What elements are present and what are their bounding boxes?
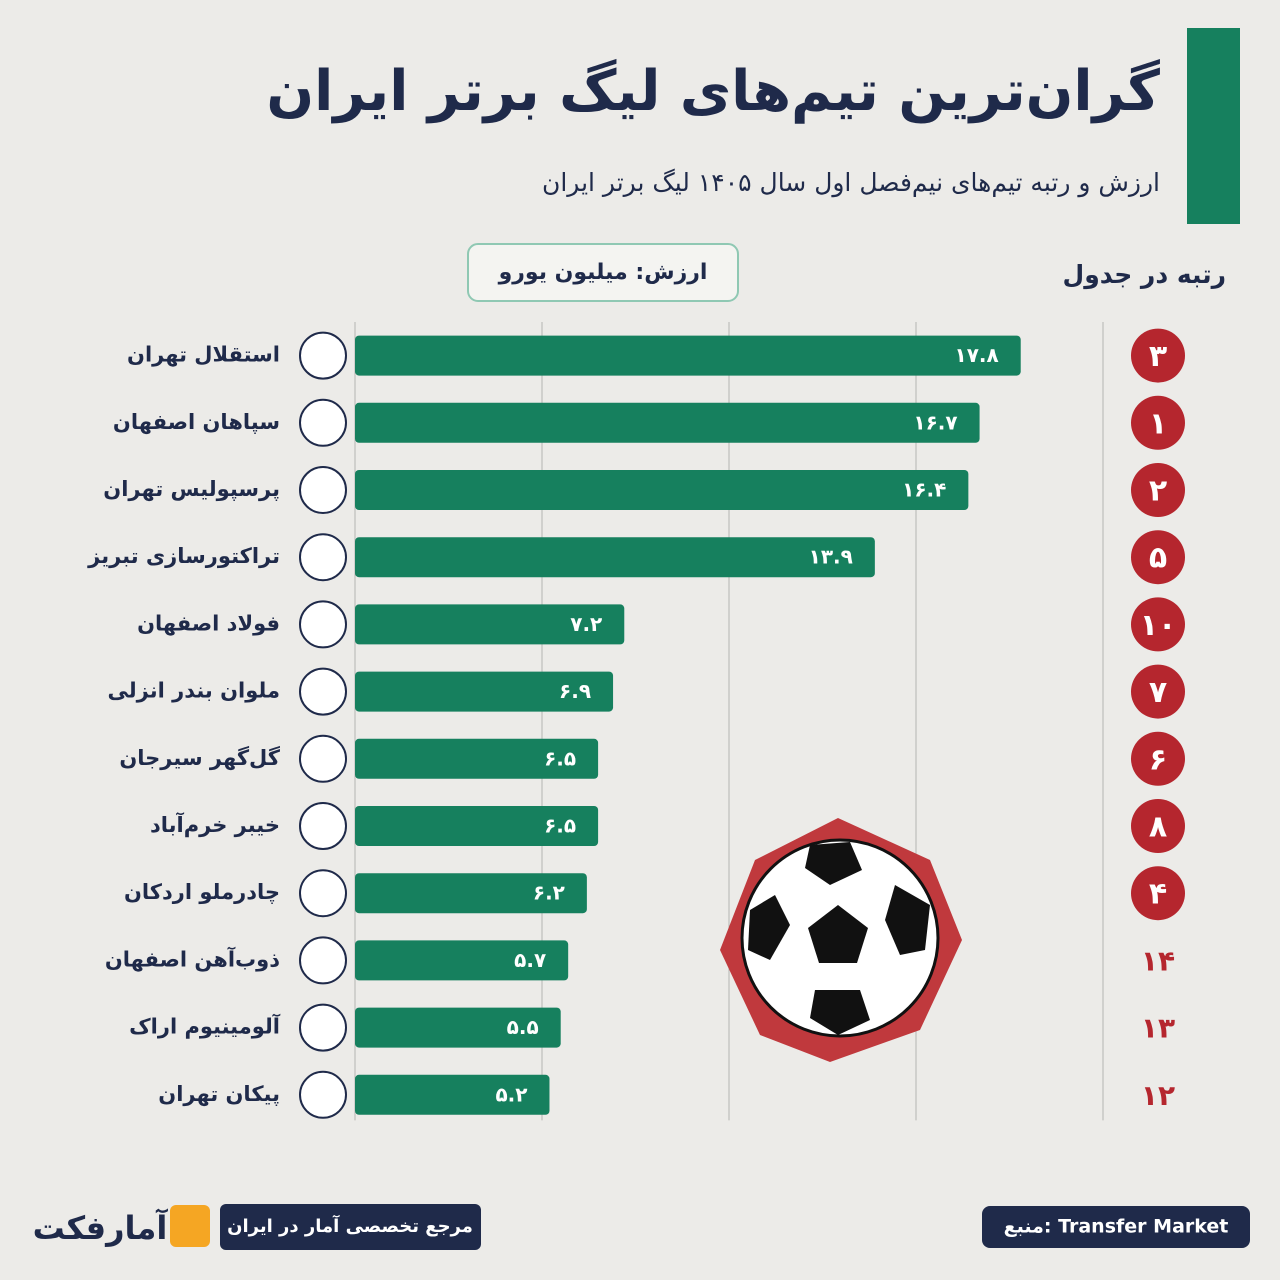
rank-label: ۱۴ xyxy=(1141,944,1175,977)
team-logo xyxy=(299,1070,347,1119)
team-name: پیکان تهران xyxy=(158,1082,280,1106)
bar xyxy=(355,873,587,914)
value-label: ۶.۲ xyxy=(533,881,565,905)
team-name: پرسپولیس تهران xyxy=(103,477,280,501)
ball-patch xyxy=(808,905,868,963)
ball-patch xyxy=(748,895,790,960)
team-logo xyxy=(299,734,347,783)
bar xyxy=(355,470,969,510)
team-name: تراکتورسازی تبریز xyxy=(87,544,280,568)
rank-badge xyxy=(1131,597,1185,652)
rank-header: رتبه در جدول xyxy=(1063,260,1226,290)
team-logo xyxy=(299,331,347,380)
team-name: ذوب‌آهن اصفهان xyxy=(105,946,280,971)
bar xyxy=(355,940,569,981)
rank-label: ۱۳ xyxy=(1141,1012,1175,1045)
bar xyxy=(355,604,625,645)
value-label: ۵.۷ xyxy=(514,948,546,972)
tagline: مرجع تخصصی آمار در ایران xyxy=(227,1214,473,1237)
source: منبع: Transfer Market xyxy=(1004,1216,1229,1238)
bar xyxy=(355,1007,561,1048)
rank-badge xyxy=(1131,530,1185,585)
team-logo xyxy=(299,869,347,918)
rank-label: ۱۰ xyxy=(1140,608,1177,643)
source-box xyxy=(982,1206,1250,1248)
team-name: گل‌گهر سیرجان xyxy=(119,745,280,770)
team-logo xyxy=(299,466,347,514)
rank-badge xyxy=(1131,731,1185,786)
rank-label: ۴ xyxy=(1149,877,1167,912)
rank-label: ۱ xyxy=(1149,406,1167,441)
rank-label: ۳ xyxy=(1149,339,1167,374)
value-label: ۱۳.۹ xyxy=(809,545,853,569)
unit-label: ارزش: میلیون یورو xyxy=(498,260,708,285)
team-logo xyxy=(299,533,347,582)
team-name: خیبر خرم‌آباد xyxy=(150,812,280,837)
rank-badge xyxy=(1131,866,1185,921)
value-label: ۶.۹ xyxy=(559,679,591,703)
value-label: ۶.۵ xyxy=(544,814,576,838)
team-name: چادرملو اردکان xyxy=(124,880,280,904)
rank-badge xyxy=(1131,664,1185,719)
team-logo xyxy=(299,802,347,850)
rank-label: ۷ xyxy=(1149,675,1167,710)
team-name: سپاهان اصفهان xyxy=(113,410,280,434)
team-logo xyxy=(299,1003,347,1052)
ball-patch xyxy=(885,885,930,955)
accent-bar xyxy=(1187,28,1240,224)
bar xyxy=(355,335,1021,376)
tagline-box xyxy=(220,1204,481,1250)
value-label: ۵.۵ xyxy=(507,1015,539,1039)
rank-badge xyxy=(1131,395,1185,450)
value-label: ۱۷.۸ xyxy=(955,343,999,367)
rank-badge xyxy=(1131,328,1185,383)
rank-badge xyxy=(1131,463,1185,517)
value-label: ۶.۵ xyxy=(544,746,576,770)
bar xyxy=(355,671,614,712)
value-label: ۵.۲ xyxy=(495,1082,527,1106)
rank-label: ۸ xyxy=(1149,810,1167,845)
ball-patch xyxy=(810,990,870,1035)
team-logo xyxy=(299,667,347,716)
value-label: ۱۶.۷ xyxy=(913,410,957,434)
rank-badge xyxy=(1131,799,1185,853)
value-label: ۱۶.۴ xyxy=(902,478,946,502)
team-logo xyxy=(299,398,347,447)
bar xyxy=(355,537,875,578)
brand: آمارفکت xyxy=(33,1208,169,1247)
team-logo xyxy=(299,936,347,985)
rank-label: ۵ xyxy=(1149,541,1167,576)
bar xyxy=(355,1074,550,1115)
bar xyxy=(355,738,599,779)
footer: آمارفکت مرجع تخصصی آمار در ایران منبع: T… xyxy=(33,1204,1250,1250)
rank-label: ۲ xyxy=(1149,474,1167,509)
subtitle: ارزش و رتبه تیم‌های نیم‌فصل اول سال ۱۴۰۵… xyxy=(542,168,1160,198)
rank-label: ۶ xyxy=(1149,742,1167,777)
brand-icon xyxy=(170,1205,210,1247)
team-name: استقلال تهران xyxy=(127,343,280,367)
team-name: ملوان بندر انزلی xyxy=(108,679,280,703)
unit-box xyxy=(467,243,739,302)
team-name: آلومینیوم اراک xyxy=(129,1014,281,1039)
team-name: فولاد اصفهان xyxy=(137,611,280,635)
team-logo xyxy=(299,600,347,649)
bar xyxy=(355,806,599,846)
ball xyxy=(720,818,962,1062)
ball-patch xyxy=(805,842,862,885)
bar xyxy=(355,402,980,443)
title: گران‌ترین تیم‌های لیگ برتر ایران xyxy=(266,58,1160,124)
value-label: ۷.۲ xyxy=(570,612,602,636)
rank-label: ۱۲ xyxy=(1141,1079,1175,1112)
